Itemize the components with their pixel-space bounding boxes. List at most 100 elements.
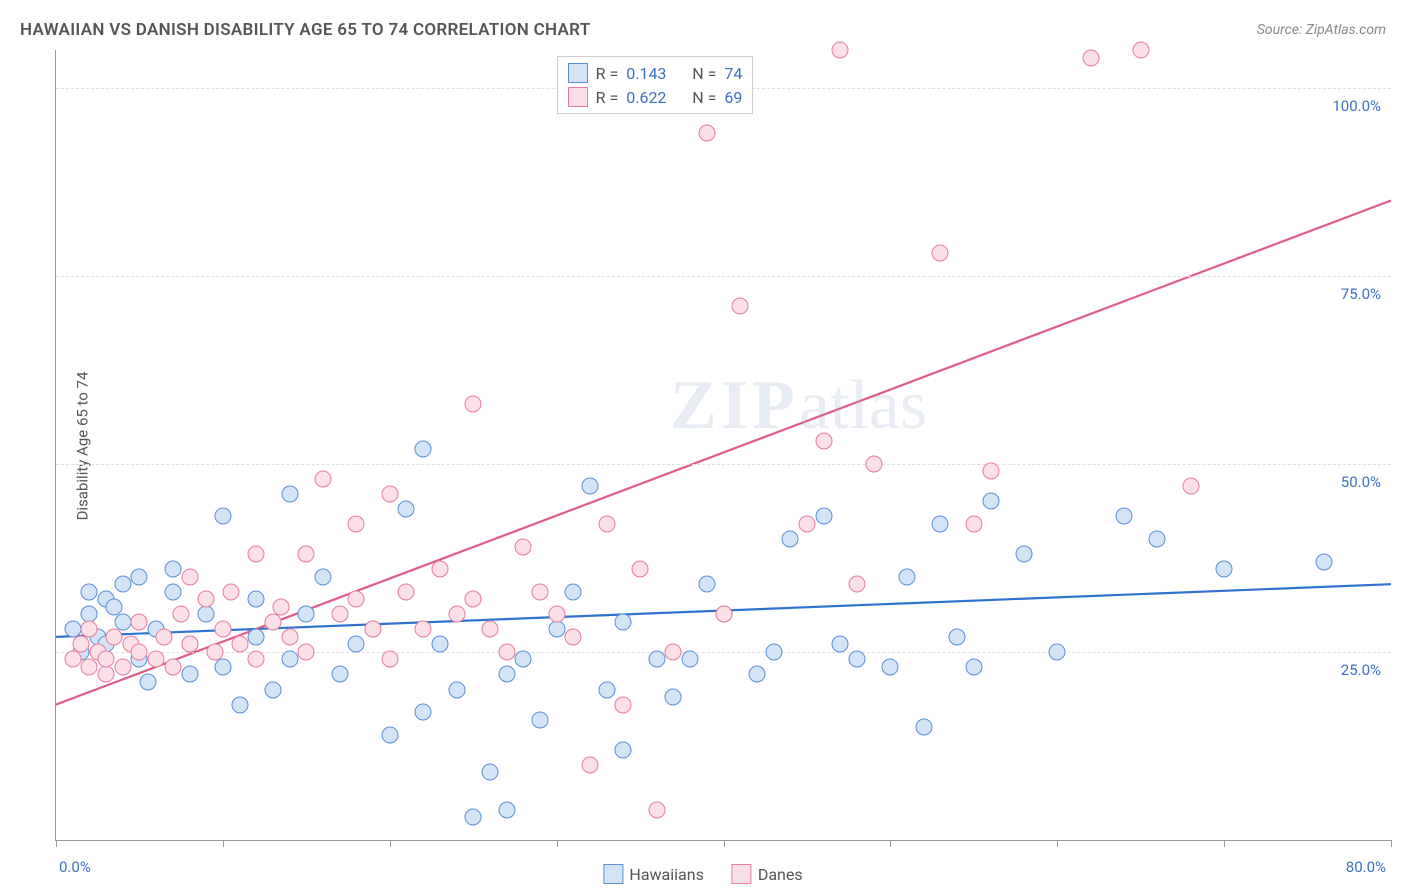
data-point xyxy=(899,568,916,585)
data-point xyxy=(248,591,265,608)
data-point xyxy=(648,801,665,818)
data-point xyxy=(198,591,215,608)
data-point xyxy=(582,478,599,495)
data-point xyxy=(698,124,715,141)
data-point xyxy=(548,621,565,638)
data-point xyxy=(915,719,932,736)
data-point xyxy=(815,433,832,450)
data-point xyxy=(515,651,532,668)
stat-R-value: 0.622 xyxy=(626,88,684,107)
data-point xyxy=(932,516,949,533)
data-point xyxy=(982,463,999,480)
legend-label-danes: Danes xyxy=(758,865,803,884)
chart-title: HAWAIIAN VS DANISH DISABILITY AGE 65 TO … xyxy=(20,20,590,40)
data-point xyxy=(281,485,298,502)
data-point xyxy=(932,245,949,262)
data-point xyxy=(481,621,498,638)
data-point xyxy=(381,485,398,502)
data-point xyxy=(198,606,215,623)
x-tick xyxy=(56,840,57,847)
data-point xyxy=(164,561,181,578)
data-point xyxy=(415,704,432,721)
data-point xyxy=(465,591,482,608)
data-point xyxy=(106,628,123,645)
y-tick-label: 75.0% xyxy=(1341,285,1381,303)
data-point xyxy=(248,628,265,645)
data-point xyxy=(765,643,782,660)
data-point xyxy=(431,636,448,653)
data-point xyxy=(431,561,448,578)
y-tick-label: 50.0% xyxy=(1341,473,1381,491)
source-label: Source: ZipAtlas.com xyxy=(1257,22,1386,38)
stat-N-value: 69 xyxy=(724,88,742,107)
data-point xyxy=(131,643,148,660)
data-point xyxy=(615,741,632,758)
data-point xyxy=(281,651,298,668)
data-point xyxy=(214,508,231,525)
data-point xyxy=(849,651,866,668)
data-point xyxy=(815,508,832,525)
x-tick xyxy=(724,840,725,847)
stat-N-value: 74 xyxy=(724,64,742,83)
data-point xyxy=(498,801,515,818)
data-point xyxy=(565,583,582,600)
data-point xyxy=(632,561,649,578)
data-point xyxy=(181,666,198,683)
data-point xyxy=(315,470,332,487)
data-point xyxy=(665,689,682,706)
legend-stats-row: R =0.622N =69 xyxy=(568,85,743,109)
data-point xyxy=(615,613,632,630)
data-point xyxy=(832,42,849,59)
data-point xyxy=(448,606,465,623)
data-point xyxy=(331,666,348,683)
data-point xyxy=(582,756,599,773)
data-point xyxy=(139,674,156,691)
data-point xyxy=(81,658,98,675)
data-point xyxy=(1082,49,1099,66)
data-point xyxy=(682,651,699,668)
data-point xyxy=(849,576,866,593)
data-point xyxy=(98,651,115,668)
x-tick xyxy=(223,840,224,847)
data-point xyxy=(598,516,615,533)
data-point xyxy=(398,500,415,517)
data-point xyxy=(498,666,515,683)
data-point xyxy=(214,658,231,675)
data-point xyxy=(114,576,131,593)
data-point xyxy=(465,395,482,412)
data-point xyxy=(1015,546,1032,563)
x-tick xyxy=(557,840,558,847)
data-point xyxy=(298,643,315,660)
data-point xyxy=(64,651,81,668)
data-point xyxy=(148,651,165,668)
legend-label-hawaiians: Hawaiians xyxy=(629,865,703,884)
plot-area: ZIPatlas R =0.143N =74R =0.622N =69 25.0… xyxy=(55,50,1391,841)
data-point xyxy=(481,764,498,781)
data-point xyxy=(214,621,231,638)
data-point xyxy=(365,621,382,638)
data-point xyxy=(465,809,482,826)
x-tick xyxy=(1057,840,1058,847)
data-point xyxy=(81,583,98,600)
x-tick xyxy=(1391,840,1392,847)
trendlines-svg xyxy=(56,50,1391,840)
data-point xyxy=(1116,508,1133,525)
data-point xyxy=(164,583,181,600)
data-point xyxy=(331,606,348,623)
legend-swatch-hawaiians xyxy=(603,864,623,884)
data-point xyxy=(348,591,365,608)
data-point xyxy=(114,658,131,675)
data-point xyxy=(231,636,248,653)
data-point xyxy=(531,583,548,600)
data-point xyxy=(615,696,632,713)
gridline xyxy=(56,464,1391,465)
data-point xyxy=(965,516,982,533)
data-point xyxy=(348,516,365,533)
x-tick xyxy=(890,840,891,847)
data-point xyxy=(531,711,548,728)
data-point xyxy=(381,651,398,668)
data-point xyxy=(248,651,265,668)
stat-R-value: 0.143 xyxy=(626,64,684,83)
data-point xyxy=(73,636,90,653)
legend-stats-box: R =0.143N =74R =0.622N =69 xyxy=(557,56,754,114)
